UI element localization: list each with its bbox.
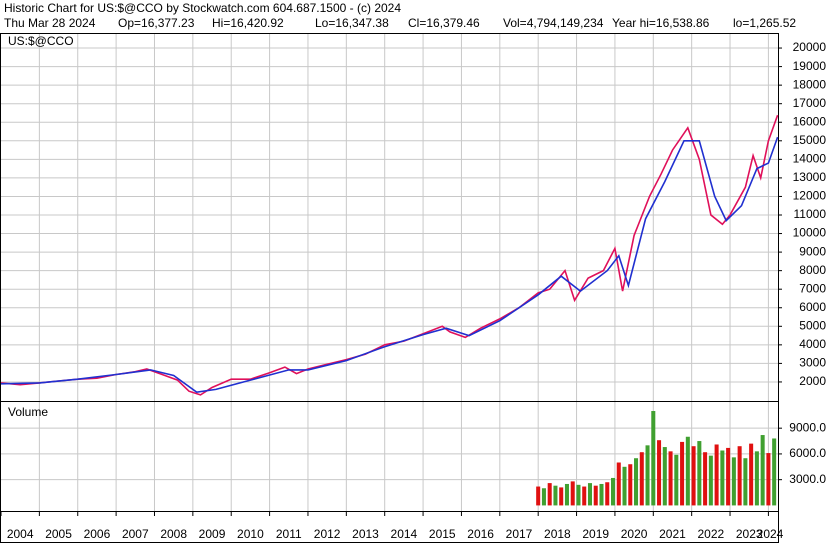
volume-bar	[599, 483, 604, 506]
y-tick-label: 11000	[794, 207, 827, 221]
x-tick-label: 2019	[582, 527, 609, 541]
volume-bar	[657, 440, 662, 506]
volume-bar	[680, 441, 685, 506]
quote-item: Thu Mar 28 2024	[4, 16, 96, 30]
quote-item: Op=16,377.23	[118, 16, 195, 30]
x-tick-label: 2022	[698, 527, 725, 541]
volume-bar	[743, 458, 748, 506]
x-tick-label: 2013	[352, 527, 379, 541]
y-tick-label: 3000.0	[789, 472, 826, 486]
y-tick-label: 20000	[793, 40, 827, 54]
volume-bar	[691, 446, 696, 506]
volume-bar	[559, 487, 564, 506]
volume-bar	[697, 441, 702, 506]
quote-item: Hi=16,420.92	[212, 16, 284, 30]
x-tick-label: 2016	[467, 527, 494, 541]
price-line	[0, 136, 779, 394]
volume-bar	[720, 450, 725, 506]
y-tick-label: 8000	[799, 263, 826, 277]
y-tick-label: 15000	[793, 133, 827, 147]
quote-item: Lo=16,347.38	[315, 16, 389, 30]
price-line	[0, 114, 779, 396]
y-tick-label: 10000	[793, 226, 827, 240]
volume-bar	[576, 484, 581, 506]
y-tick-label: 13000	[793, 170, 827, 184]
volume-bar	[708, 455, 713, 506]
y-tick-label: 7000	[799, 281, 826, 295]
y-tick-label: 5000	[799, 318, 826, 332]
y-tick-label: 19000	[793, 59, 827, 73]
volume-bar	[587, 483, 592, 506]
x-tick-label: 2006	[84, 527, 111, 541]
x-tick-label: 2015	[429, 527, 456, 541]
y-tick-label: 9000	[799, 244, 826, 258]
volume-bar	[726, 447, 731, 506]
x-tick-label: 2017	[506, 527, 533, 541]
volume-bar	[547, 483, 552, 506]
y-tick-label: 6000.0	[789, 446, 826, 460]
volume-bar	[610, 477, 616, 506]
y-tick-label: 9000.0	[789, 420, 826, 434]
volume-bar	[749, 443, 754, 506]
volume-label: Volume	[8, 405, 48, 419]
x-tick-label: 2014	[391, 527, 418, 541]
x-tick-label: 2024	[757, 527, 784, 541]
volume-bar	[645, 445, 650, 506]
x-tick-label: 2023	[736, 527, 763, 541]
chart-title: Historic Chart for US:$@CCO by Stockwatc…	[4, 1, 401, 15]
volume-bar	[639, 452, 644, 506]
volume-bar	[685, 436, 690, 506]
volume-bar	[605, 482, 610, 506]
volume-bar	[651, 411, 656, 506]
volume-bar	[564, 483, 569, 506]
quote-item: Cl=16,379.46	[408, 16, 480, 30]
x-tick-label: 2004	[7, 527, 34, 541]
x-tick-label: 2008	[160, 527, 187, 541]
volume-bar	[628, 464, 633, 506]
y-tick-label: 6000	[799, 300, 826, 314]
y-tick-label: 2000	[799, 374, 826, 388]
volume-bar	[593, 485, 598, 506]
volume-bar	[634, 458, 639, 506]
volume-bar	[714, 444, 719, 506]
x-tick-label: 2005	[45, 527, 72, 541]
x-tick-label: 2009	[199, 527, 226, 541]
volume-bar	[536, 486, 541, 506]
y-tick-label: 4000	[799, 337, 826, 351]
quote-item: Year hi=16,538.86	[612, 16, 710, 30]
x-tick-label: 2010	[237, 527, 264, 541]
volume-bar	[754, 451, 759, 506]
x-tick-label: 2012	[314, 527, 341, 541]
volume-bar	[541, 488, 546, 506]
y-tick-label: 18000	[793, 77, 827, 91]
y-tick-label: 17000	[793, 96, 827, 110]
x-tick-label: 2020	[621, 527, 648, 541]
x-tick-label: 2011	[276, 527, 302, 541]
volume-bar	[553, 485, 558, 506]
volume-bar	[674, 454, 679, 506]
x-tick-label: 2018	[544, 527, 571, 541]
price-label: US:$@CCO	[8, 34, 74, 48]
y-tick-label: 3000	[799, 356, 826, 370]
volume-bar	[760, 435, 765, 506]
volume-bar	[570, 481, 575, 506]
y-tick-label: 12000	[793, 189, 827, 203]
x-tick-label: 2007	[122, 527, 149, 541]
volume-bar	[703, 452, 708, 506]
x-tick-label: 2021	[659, 527, 686, 541]
y-tick-label: 16000	[793, 114, 827, 128]
volume-bar	[737, 446, 742, 506]
volume-bar	[616, 462, 621, 506]
y-tick-label: 14000	[793, 152, 827, 166]
volume-bar	[662, 447, 667, 506]
volume-bar	[766, 453, 771, 506]
volume-bar	[731, 457, 736, 506]
quote-item: Vol=4,794,149,234	[503, 16, 604, 30]
volume-bar	[582, 486, 587, 506]
volume-bar	[622, 466, 627, 506]
volume-bar	[772, 438, 777, 506]
volume-bar	[668, 451, 673, 506]
quote-item: lo=1,265.52	[733, 16, 796, 30]
